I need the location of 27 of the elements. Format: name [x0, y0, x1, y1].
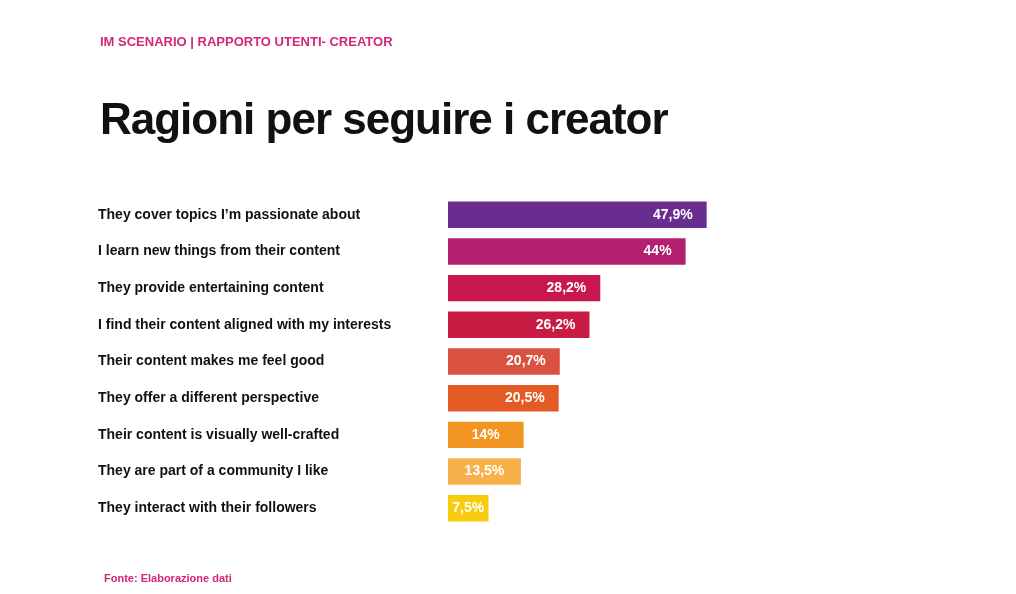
- data-label: 47,9%: [652, 205, 694, 222]
- data-label: 20,5%: [505, 389, 546, 406]
- bar: [448, 348, 560, 375]
- y-tick-label: Their content is visually well-crafted: [98, 425, 340, 442]
- y-tick-label: Their content makes me feel good: [98, 352, 325, 369]
- bar: [448, 421, 524, 449]
- y-tick-label: They interact with their followers: [98, 499, 317, 516]
- data-label: 26,2%: [535, 315, 577, 332]
- bar: [448, 311, 590, 339]
- text: IM SCENARIO | RAPPORTO UTENTI- CREATOR: [100, 34, 393, 49]
- bar: [448, 201, 707, 228]
- source-note: Fonte: Elaborazione dati: [104, 572, 232, 584]
- y-tick-label: They are part of a community I like: [98, 462, 329, 479]
- bar: [448, 274, 601, 302]
- y-tick-label: They offer a different perspective: [98, 389, 320, 406]
- data-label: 44%: [643, 242, 673, 259]
- data-label: 13,5%: [464, 462, 505, 479]
- y-tick-label: I learn new things from their content: [98, 242, 341, 259]
- data-label: 20,7%: [506, 352, 547, 369]
- bar: [448, 238, 686, 265]
- data-label: 14%: [471, 425, 501, 442]
- chart-title: Ragioni per seguire i creator: [100, 94, 668, 144]
- y-tick-label: I find their content aligned with my interests: [98, 315, 392, 332]
- y-tick-label: They cover topics I’m passionate about: [98, 205, 361, 222]
- data-label: 7,5%: [452, 499, 485, 516]
- data-label: 28,2%: [546, 278, 587, 295]
- y-tick-label: They provide entertaining content: [98, 278, 324, 295]
